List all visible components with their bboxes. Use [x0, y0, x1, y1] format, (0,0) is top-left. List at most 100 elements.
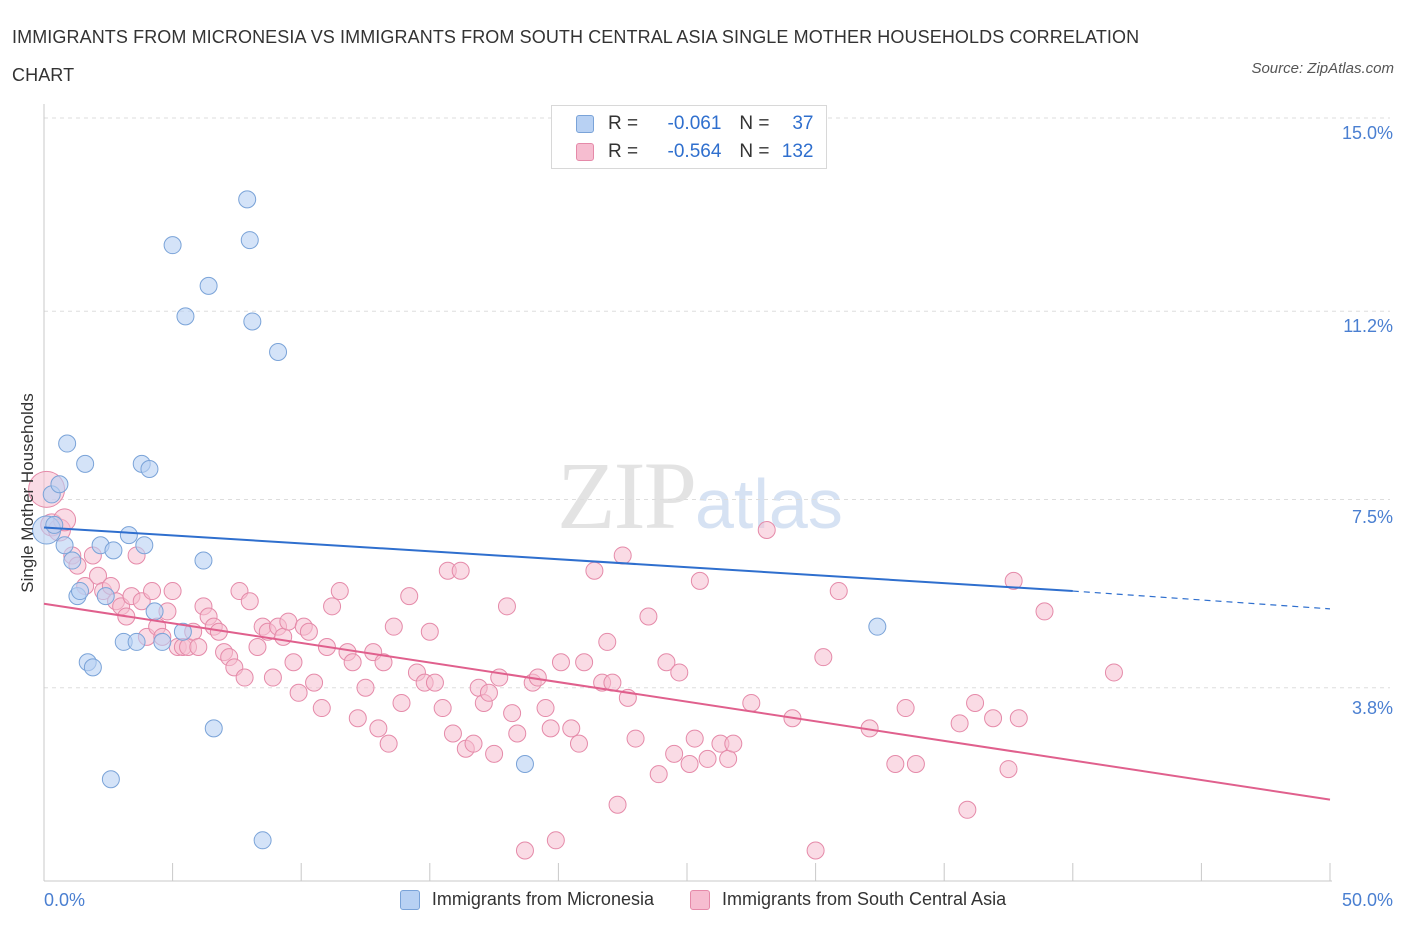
n-value: 132 — [781, 141, 814, 162]
data-point-south-central-asia — [425, 673, 444, 692]
data-point-south-central-asia — [485, 744, 504, 763]
data-point-south-central-asia — [665, 744, 684, 763]
data-point-micronesia — [515, 755, 534, 774]
data-point-south-central-asia — [1004, 571, 1023, 590]
data-point-micronesia — [868, 617, 887, 636]
data-point-south-central-asia — [829, 582, 848, 601]
r-value: -0.061 — [667, 113, 722, 134]
data-point-micronesia — [153, 632, 172, 651]
data-point-micronesia — [104, 541, 123, 560]
data-point-micronesia — [135, 536, 154, 555]
data-point-micronesia — [50, 475, 69, 494]
data-point-south-central-asia — [384, 617, 403, 636]
data-point-south-central-asia — [508, 724, 527, 743]
data-point-micronesia — [243, 312, 262, 331]
data-point-south-central-asia — [546, 831, 565, 850]
data-point-south-central-asia — [639, 607, 658, 626]
data-point-south-central-asia — [433, 699, 452, 718]
data-point-south-central-asia — [690, 571, 709, 590]
legend-swatch-blue — [399, 889, 420, 910]
data-point-south-central-asia — [698, 749, 717, 768]
source-label: Source: ZipAtlas.com — [1251, 60, 1394, 77]
data-point-micronesia — [127, 632, 146, 651]
data-point-south-central-asia — [814, 648, 833, 667]
data-point-south-central-asia — [163, 582, 182, 601]
data-point-south-central-asia — [443, 724, 462, 743]
data-point-south-central-asia — [906, 755, 925, 774]
legend-swatch-pink — [689, 889, 710, 910]
legend-row-micronesia: R = -0.061 N = 37 — [576, 112, 814, 136]
data-point-south-central-asia — [356, 678, 375, 697]
data-point-south-central-asia — [348, 709, 367, 728]
data-point-south-central-asia — [806, 841, 825, 860]
data-point-south-central-asia — [719, 749, 738, 768]
n-label: N = — [739, 141, 770, 162]
watermark-zip: ZIP — [557, 442, 697, 549]
data-point-south-central-asia — [330, 582, 349, 601]
series-micronesia-points — [32, 190, 887, 850]
data-point-south-central-asia — [984, 709, 1003, 728]
data-point-south-central-asia — [379, 734, 398, 753]
data-point-south-central-asia — [999, 760, 1018, 779]
trend-line-south-central-asia — [43, 602, 1331, 801]
data-point-micronesia — [119, 526, 138, 545]
data-point-south-central-asia — [299, 622, 318, 641]
data-point-south-central-asia — [562, 719, 581, 738]
legend-label: Immigrants from Micronesia — [431, 889, 654, 909]
data-point-micronesia — [163, 236, 182, 255]
data-point-south-central-asia — [649, 765, 668, 784]
data-point-micronesia — [58, 434, 77, 453]
data-point-south-central-asia — [585, 561, 604, 580]
r-label: R = — [608, 113, 639, 134]
data-point-south-central-asia — [263, 668, 282, 687]
data-point-south-central-asia — [966, 693, 985, 712]
y-tick-label: 3.8% — [1351, 698, 1393, 718]
data-point-south-central-asia — [369, 719, 388, 738]
series-legend: Immigrants from Micronesia Immigrants fr… — [0, 889, 1406, 910]
data-point-south-central-asia — [1009, 709, 1028, 728]
n-label: N = — [739, 113, 770, 134]
trend-line-micronesia-extension — [1072, 590, 1331, 610]
data-point-south-central-asia — [958, 800, 977, 819]
data-point-south-central-asia — [312, 699, 331, 718]
data-point-south-central-asia — [235, 668, 254, 687]
data-point-south-central-asia — [657, 653, 676, 672]
data-point-south-central-asia — [143, 582, 162, 601]
legend-row-south-central-asia: R = -0.564 N = 132 — [576, 140, 814, 164]
legend-label: Immigrants from South Central Asia — [721, 889, 1007, 909]
data-point-south-central-asia — [1104, 663, 1123, 682]
data-point-south-central-asia — [343, 653, 362, 672]
data-point-micronesia — [173, 622, 192, 641]
data-point-micronesia — [45, 515, 64, 534]
legend-item-micronesia[interactable]: Immigrants from Micronesia — [399, 889, 654, 910]
data-point-south-central-asia — [626, 729, 645, 748]
data-point-south-central-asia — [1035, 602, 1054, 621]
data-point-south-central-asia — [613, 546, 632, 565]
data-point-south-central-asia — [886, 755, 905, 774]
data-point-south-central-asia — [420, 622, 439, 641]
x-max-label: 50.0% — [1341, 890, 1393, 910]
data-point-micronesia — [253, 831, 272, 850]
data-point-south-central-asia — [569, 734, 588, 753]
trend-lines — [43, 526, 1331, 801]
data-point-south-central-asia — [464, 734, 483, 753]
data-point-south-central-asia — [515, 841, 534, 860]
data-point-south-central-asia — [536, 699, 555, 718]
data-point-south-central-asia — [274, 627, 293, 646]
r-value: -0.564 — [667, 141, 722, 162]
data-point-south-central-asia — [757, 521, 776, 540]
series-south-central-asia-points — [28, 470, 1123, 860]
r-label: R = — [608, 141, 639, 162]
data-point-south-central-asia — [279, 612, 298, 631]
data-point-south-central-asia — [608, 795, 627, 814]
data-point-south-central-asia — [451, 561, 470, 580]
data-point-micronesia — [269, 342, 288, 361]
data-point-south-central-asia — [670, 663, 689, 682]
y-tick-label: 11.2% — [1343, 316, 1393, 336]
data-point-south-central-asia — [685, 729, 704, 748]
legend-item-south-central-asia[interactable]: Immigrants from South Central Asia — [689, 889, 1007, 910]
data-point-south-central-asia — [189, 638, 208, 657]
data-point-south-central-asia — [374, 653, 393, 672]
data-point-micronesia — [71, 582, 90, 601]
